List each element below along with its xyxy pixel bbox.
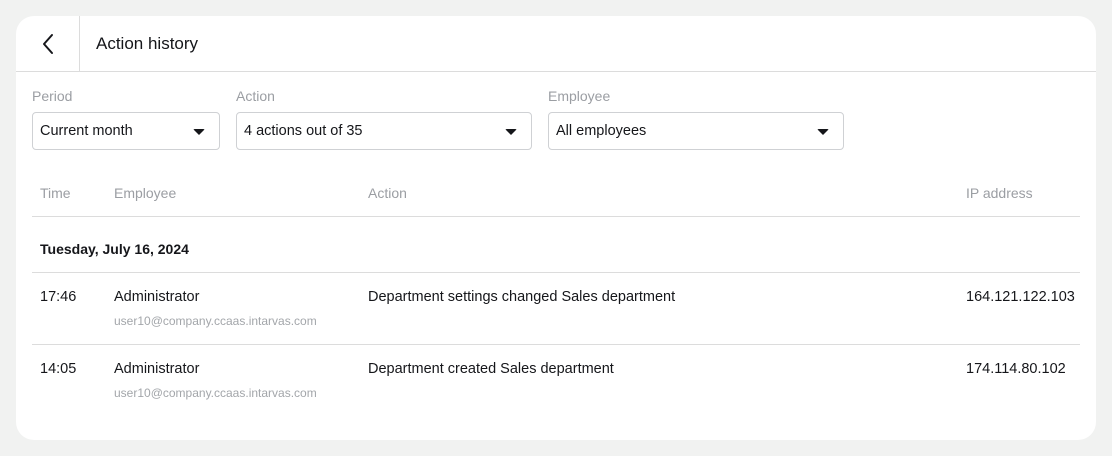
table-row[interactable]: 14:05 Administrator user10@company.ccaas… — [32, 345, 1080, 416]
row-employee-name: Administrator — [114, 361, 200, 377]
period-select[interactable]: Current month — [32, 112, 220, 150]
period-filter-label: Period — [32, 88, 73, 104]
page-title: Action history — [96, 33, 199, 53]
caret-down-icon — [505, 129, 517, 135]
column-header-action[interactable]: Action — [368, 185, 407, 201]
caret-down-icon — [817, 129, 829, 135]
action-history-table: Time Employee Action IP address Tuesday,… — [32, 176, 1080, 416]
row-employee-email: user10@company.ccaas.intarvas.com — [114, 386, 317, 400]
period-select-value: Current month — [40, 123, 133, 139]
action-select-value: 4 actions out of 35 — [244, 123, 363, 139]
employee-select-value: All employees — [556, 123, 647, 139]
column-header-ip[interactable]: IP address — [966, 185, 1033, 201]
chevron-left-icon — [42, 33, 53, 54]
row-employee-email: user10@company.ccaas.intarvas.com — [114, 314, 317, 328]
column-header-time[interactable]: Time — [40, 185, 71, 201]
table-header: Time Employee Action IP address — [32, 176, 1080, 217]
panel-header: Action history — [16, 16, 1096, 72]
filters-bar: Period Current month Action 4 actions ou… — [32, 88, 1080, 168]
action-filter: Action 4 actions out of 35 — [236, 88, 532, 150]
period-filter: Period Current month — [32, 88, 220, 150]
column-header-employee[interactable]: Employee — [114, 185, 177, 201]
action-filter-label: Action — [236, 88, 275, 104]
action-select[interactable]: 4 actions out of 35 — [236, 112, 532, 150]
employee-filter-label: Employee — [548, 88, 611, 104]
employee-select[interactable]: All employees — [548, 112, 844, 150]
row-time: 17:46 — [40, 289, 77, 305]
back-button[interactable] — [16, 16, 80, 71]
row-action: Department created Sales department — [368, 361, 614, 377]
date-group-header: Tuesday, July 16, 2024 — [32, 217, 1080, 273]
date-group-label: Tuesday, July 16, 2024 — [40, 241, 189, 257]
table-row[interactable]: 17:46 Administrator user10@company.ccaas… — [32, 273, 1080, 345]
row-ip-address: 164.121.122.103 — [966, 289, 1075, 305]
caret-down-icon — [193, 129, 205, 135]
row-time: 14:05 — [40, 361, 77, 377]
row-employee-name: Administrator — [114, 289, 200, 305]
row-action: Department settings changed Sales depart… — [368, 289, 676, 305]
employee-filter: Employee All employees — [548, 88, 844, 150]
row-ip-address: 174.114.80.102 — [966, 361, 1066, 377]
action-history-panel: Action history Period Current month Acti… — [16, 16, 1096, 440]
